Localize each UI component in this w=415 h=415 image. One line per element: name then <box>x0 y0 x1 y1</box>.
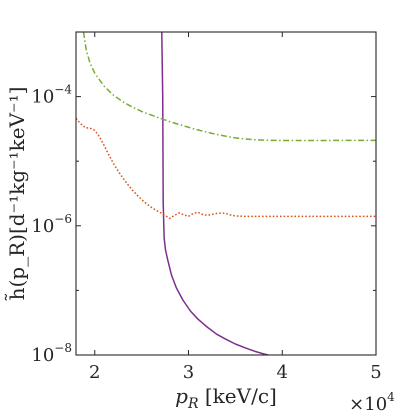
y-tick-label: 10−6 <box>31 212 72 237</box>
series-layer <box>76 32 376 355</box>
solid-line-series <box>161 32 269 355</box>
x-tick-label: 2 <box>89 362 100 383</box>
plot-frame <box>75 31 377 356</box>
y-axis-label: h̃(p_R)[d⁻¹kg⁻¹keV⁻¹] <box>5 87 29 302</box>
labels-layer: 2 3 4 5 10−8 10−6 10−4 pR [keV/c] ×104 h̃(p_R)[d⁻… <box>5 83 396 415</box>
x-tick-label: 4 <box>277 362 288 383</box>
dotted-line-series <box>76 117 376 220</box>
y-tick-label: 10−8 <box>31 341 72 366</box>
y-tick-label: 10−4 <box>31 83 72 108</box>
x-tick-label: 5 <box>370 362 381 383</box>
dashdot-line-series <box>82 32 376 142</box>
x-tick-label: 3 <box>183 362 194 383</box>
ticks-layer <box>76 31 377 356</box>
x-axis-multiplier: ×104 <box>349 390 395 415</box>
x-axis-label: pR [keV/c] <box>175 384 277 412</box>
